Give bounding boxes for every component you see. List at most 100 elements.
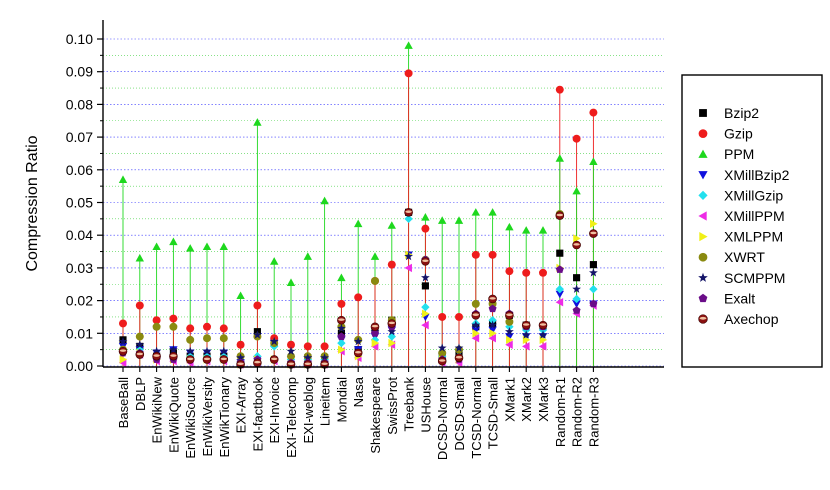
data-point-ppm	[572, 186, 581, 195]
legend-label: XMLPPM	[724, 229, 783, 245]
x-tick-label: EnWikTionary	[217, 377, 232, 458]
data-point-exalt	[572, 306, 581, 314]
data-point-axechop	[454, 353, 464, 363]
x-tick-label: Random-R1	[553, 377, 568, 447]
y-tick-label: 0.09	[66, 64, 93, 80]
x-tick-label: EXI-Telecomp	[284, 377, 299, 458]
data-point-ppm	[538, 226, 548, 234]
legend-marker-xmillgzip	[698, 190, 708, 200]
data-point-axechop	[219, 355, 229, 364]
data-point-axechop	[555, 211, 565, 220]
legend-label: Axechop	[724, 311, 779, 327]
x-tick-label: EnWikiNew	[150, 376, 165, 443]
data-point-ppm	[438, 216, 447, 224]
data-point-ppm	[522, 226, 531, 234]
data-point-scmppm	[538, 330, 548, 339]
legend-marker-scmppm	[698, 272, 708, 282]
x-tick-label: EXI-Array	[234, 377, 249, 434]
data-point-scmppm	[135, 340, 145, 349]
data-point-xmlppm	[388, 338, 396, 348]
data-point-gzip	[421, 224, 430, 233]
data-point-axechop	[370, 322, 380, 332]
data-point-bzip2	[589, 261, 597, 269]
legend-marker-xwrt	[698, 252, 708, 262]
data-point-xmillgzip	[505, 322, 514, 331]
y-tick-label: 0.04	[66, 227, 93, 243]
x-tick-label: TCSD-Small	[486, 377, 501, 449]
y-tick-label: 0.00	[66, 358, 93, 374]
data-point-gzip	[152, 316, 161, 325]
data-point-scmppm	[437, 343, 447, 352]
legend-label: XMillBzip2	[724, 167, 790, 183]
data-point-xwrt	[505, 317, 514, 326]
data-point-axechop	[353, 348, 363, 358]
legend-label: Exalt	[724, 290, 755, 306]
data-point-gzip	[505, 267, 514, 276]
data-point-ppm	[320, 196, 329, 205]
data-point-xmlppm	[371, 338, 380, 348]
data-point-xmillbzip2	[471, 326, 480, 335]
legend-marker-exalt	[698, 293, 708, 303]
data-point-ppm	[202, 242, 212, 251]
data-point-scmppm	[337, 323, 346, 333]
data-point-gzip	[135, 301, 144, 310]
data-point-xmillppm	[471, 334, 480, 343]
data-point-gzip	[169, 314, 178, 323]
x-tick-label: EnWikiSource	[183, 377, 198, 459]
data-point-ppm	[118, 175, 128, 183]
data-point-scmppm	[269, 336, 279, 346]
data-point-scmppm	[169, 345, 178, 354]
data-point-xmillppm	[538, 342, 547, 351]
data-point-axechop	[118, 346, 128, 356]
data-point-scmppm	[454, 343, 464, 352]
data-point-ppm	[421, 213, 430, 221]
data-point-axechop	[135, 350, 145, 359]
data-point-xwrt	[371, 276, 379, 285]
data-point-ppm	[303, 252, 312, 260]
y-tick-label: 0.01	[66, 325, 93, 341]
data-point-scmppm	[521, 330, 531, 339]
data-point-axechop	[337, 315, 346, 325]
data-point-axechop	[505, 311, 514, 320]
data-point-xmlppm	[472, 329, 480, 338]
data-point-axechop	[404, 208, 413, 217]
data-point-ppm	[555, 154, 564, 162]
data-point-scmppm	[236, 353, 245, 362]
data-point-scmppm	[118, 336, 128, 346]
data-point-xmlppm	[590, 219, 598, 228]
data-point-ppm	[387, 221, 396, 229]
data-point-gzip	[455, 312, 463, 321]
data-point-xmillgzip	[421, 302, 430, 312]
data-point-gzip	[219, 324, 228, 333]
data-point-scmppm	[488, 320, 497, 329]
data-point-ppm	[505, 222, 514, 231]
data-point-ppm	[404, 41, 413, 49]
x-tick-label: DCSD-Normal	[435, 377, 450, 460]
legend-marker-bzip2	[699, 109, 707, 117]
y-tick-label: 0.10	[66, 31, 93, 47]
data-point-axechop	[253, 358, 262, 368]
data-point-axechop	[521, 320, 531, 330]
x-tick-label: SwissProt	[385, 377, 400, 435]
data-point-ppm	[471, 208, 480, 216]
y-tick-label: 0.07	[66, 129, 93, 145]
x-tick-label: EXI-weblog	[301, 377, 316, 443]
data-point-xmillgzip	[572, 294, 581, 304]
legend-label: XWRT	[724, 249, 765, 265]
data-point-xmillppm	[404, 263, 412, 273]
data-point-gzip	[119, 319, 127, 328]
x-tick-label: Shakespeare	[368, 377, 383, 454]
data-point-xmlppm	[573, 234, 581, 243]
data-point-exalt	[488, 304, 497, 313]
data-point-xwrt	[219, 334, 228, 343]
data-point-gzip	[236, 340, 245, 349]
data-point-ppm	[219, 242, 228, 251]
data-point-gzip	[539, 268, 547, 277]
data-point-xmillbzip2	[555, 290, 564, 299]
data-point-scmppm	[572, 284, 581, 293]
data-point-xmlppm	[506, 335, 514, 345]
legend-label: Bzip2	[724, 105, 759, 121]
data-point-gzip	[387, 260, 396, 269]
